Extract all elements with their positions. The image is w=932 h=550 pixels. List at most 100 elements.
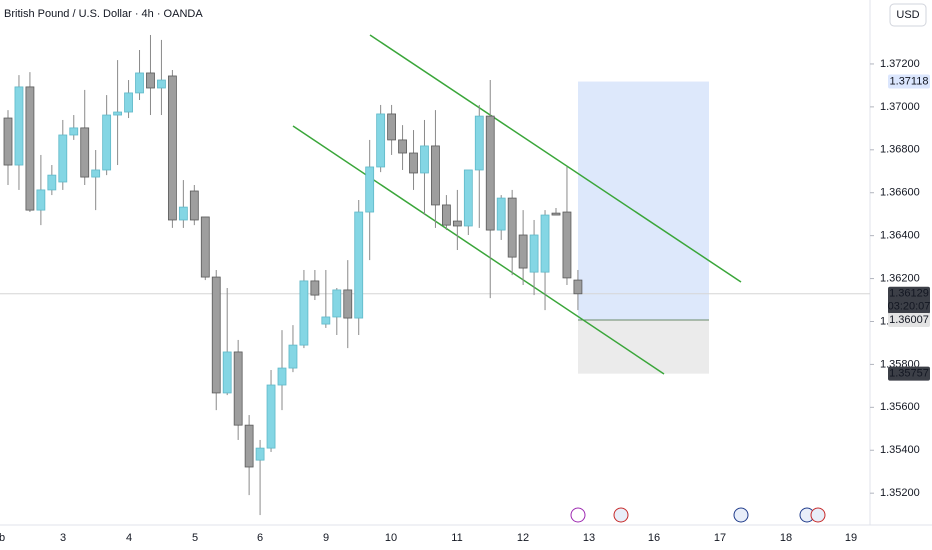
- x-tick-label: 3: [60, 532, 66, 544]
- candle-body: [36, 189, 46, 211]
- last-price-label: 1.36129: [889, 288, 929, 300]
- candle-body: [58, 134, 68, 183]
- y-tick-label: 1.37000: [880, 101, 920, 113]
- candle-body: [354, 211, 364, 319]
- entry-label: 1.36007: [889, 314, 929, 326]
- candle-body: [343, 289, 353, 319]
- y-tick-label: 1.36800: [880, 144, 920, 156]
- candle-body: [222, 351, 232, 394]
- x-tick-label: 10: [385, 532, 397, 544]
- candle-body: [47, 174, 57, 191]
- y-tick-label: 1.36400: [880, 230, 920, 242]
- profit-zone: [578, 81, 709, 320]
- x-tick-label: 13: [583, 532, 595, 544]
- candle-body: [452, 220, 462, 227]
- candle-body: [80, 127, 90, 178]
- candle-body: [14, 86, 24, 166]
- x-tick-label: 9: [323, 532, 329, 544]
- candle-body: [113, 111, 122, 116]
- candle-body: [157, 79, 166, 89]
- y-tick-label: 1.36200: [880, 272, 920, 284]
- countdown-label: 03:20:07: [888, 301, 931, 313]
- loss-zone: [578, 319, 709, 374]
- candle-body: [25, 86, 35, 211]
- candle-body: [69, 127, 79, 136]
- x-tick-label: 6: [257, 532, 263, 544]
- candle-body: [507, 197, 517, 258]
- candle-body: [244, 424, 254, 468]
- candle-body: [573, 279, 583, 295]
- channel-lower: [292, 125, 665, 375]
- candle-body: [409, 152, 418, 174]
- candle-body: [496, 197, 506, 231]
- candle-body: [146, 72, 155, 89]
- x-tick-label: 19: [845, 532, 857, 544]
- chart-title: British Pound / U.S. Dollar · 4h · OANDA: [4, 8, 203, 20]
- x-tick-label: 18: [780, 532, 792, 544]
- event-icon[interactable]: [733, 507, 749, 523]
- candle-body: [135, 72, 144, 94]
- candle-body: [551, 212, 561, 216]
- candle-body: [463, 169, 473, 227]
- entry-label-bg: [888, 312, 930, 327]
- channel-upper: [369, 34, 742, 283]
- candle-body: [124, 92, 133, 113]
- position-layer: [0, 81, 870, 374]
- candle-body: [277, 367, 287, 386]
- candle-body: [310, 280, 320, 296]
- candle-body: [474, 115, 484, 171]
- event-icon[interactable]: [810, 507, 826, 523]
- candle-body: [167, 75, 177, 221]
- x-tick-label: 17: [714, 532, 726, 544]
- candle-body: [431, 145, 440, 206]
- y-tick-label: 1.36600: [880, 187, 920, 199]
- candle-body: [3, 117, 13, 166]
- last-price-label-bg: [888, 286, 930, 314]
- y-tick-label: 1.37200: [880, 58, 920, 70]
- candle-body: [255, 447, 265, 461]
- event-icon[interactable]: [570, 507, 586, 523]
- x-tick-label: b: [0, 532, 5, 544]
- candle-body: [321, 316, 331, 325]
- candle-body: [387, 113, 397, 141]
- candle-body: [200, 216, 210, 278]
- event-icons: [570, 507, 826, 523]
- y-tick-label: 1.35600: [880, 401, 920, 413]
- currency-label: USD: [896, 9, 919, 21]
- candle-body: [266, 384, 276, 449]
- stop-label-bg: [888, 366, 930, 381]
- x-tick-label: 4: [126, 532, 132, 544]
- candle-body: [211, 276, 221, 394]
- currency-button[interactable]: [889, 3, 927, 27]
- candle-body: [91, 169, 101, 178]
- candle-body: [365, 166, 375, 213]
- candle-body: [102, 114, 112, 171]
- y-tick-label: 1.35400: [880, 444, 920, 456]
- candle-body: [178, 206, 188, 221]
- stop-label: 1.35757: [889, 368, 929, 380]
- candle-body: [299, 280, 309, 346]
- candle-body: [562, 211, 572, 279]
- target-label-bg: [888, 74, 930, 89]
- candle-body: [189, 190, 199, 221]
- candle-body: [540, 214, 550, 273]
- candle-body: [376, 113, 386, 168]
- candle-body: [420, 145, 429, 174]
- candle-body: [518, 234, 528, 269]
- target-label: 1.37118: [890, 75, 929, 87]
- candle-body: [441, 204, 451, 226]
- candle-body: [529, 234, 539, 273]
- candle-body: [233, 351, 243, 426]
- event-icon[interactable]: [613, 507, 629, 523]
- x-tick-label: 11: [451, 532, 462, 544]
- candle-body: [332, 289, 342, 318]
- x-tick-label: 16: [648, 532, 660, 544]
- candle-body: [485, 115, 495, 231]
- y-tick-label: 1.35200: [880, 487, 920, 499]
- x-tick-label: 5: [192, 532, 198, 544]
- x-tick-label: 12: [517, 532, 529, 544]
- candle-body: [398, 139, 407, 154]
- candle-body: [288, 344, 298, 369]
